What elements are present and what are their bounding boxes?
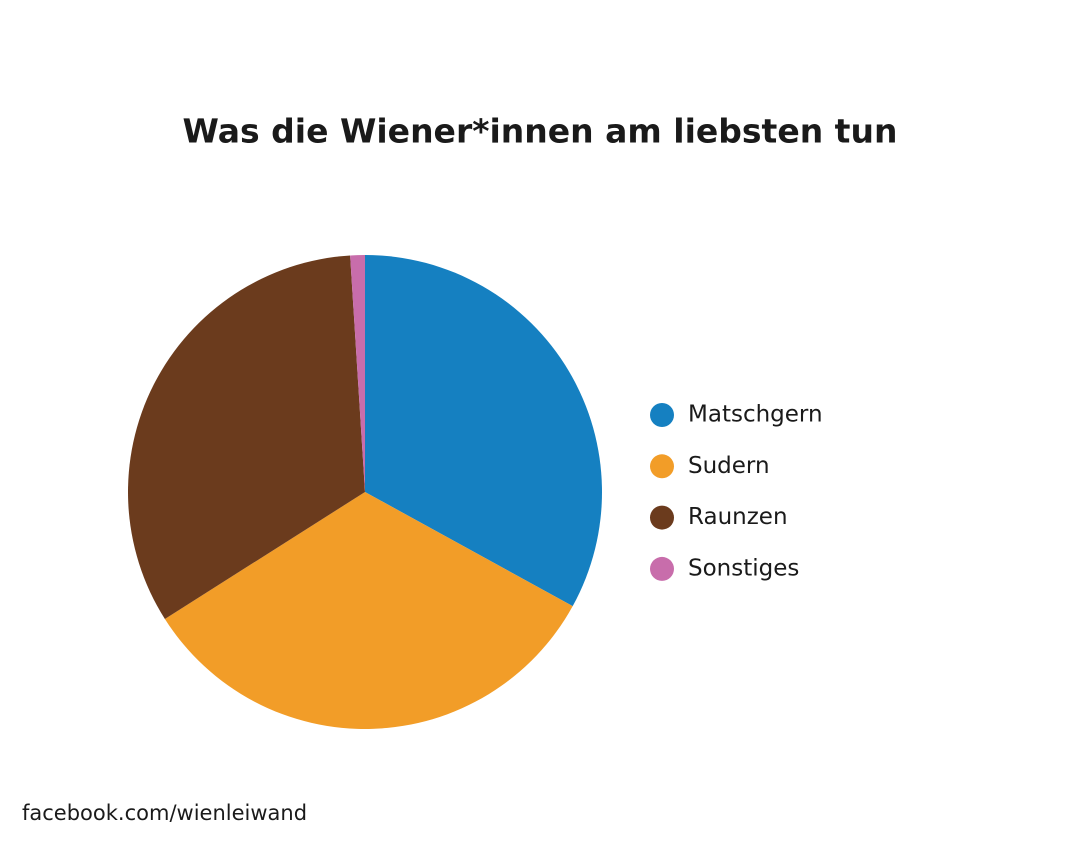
pie-slice [350, 255, 365, 492]
legend-marker [650, 556, 674, 581]
footer: facebook.com/wienleiwand [22, 801, 307, 825]
legend-label: Sonstiges [688, 555, 799, 581]
legend-marker [650, 403, 674, 427]
legend-marker [650, 454, 674, 479]
legend-label: Sudern [688, 453, 770, 479]
legend-label: Raunzen [688, 504, 788, 530]
pie-slice [164, 492, 573, 729]
legend-marker [650, 505, 674, 530]
chart-title: Was die Wiener*innen am liebsten tun [183, 112, 898, 151]
legend-label: Matschgern [688, 402, 823, 428]
pie-slice [365, 255, 602, 607]
pie-slice [127, 255, 366, 619]
